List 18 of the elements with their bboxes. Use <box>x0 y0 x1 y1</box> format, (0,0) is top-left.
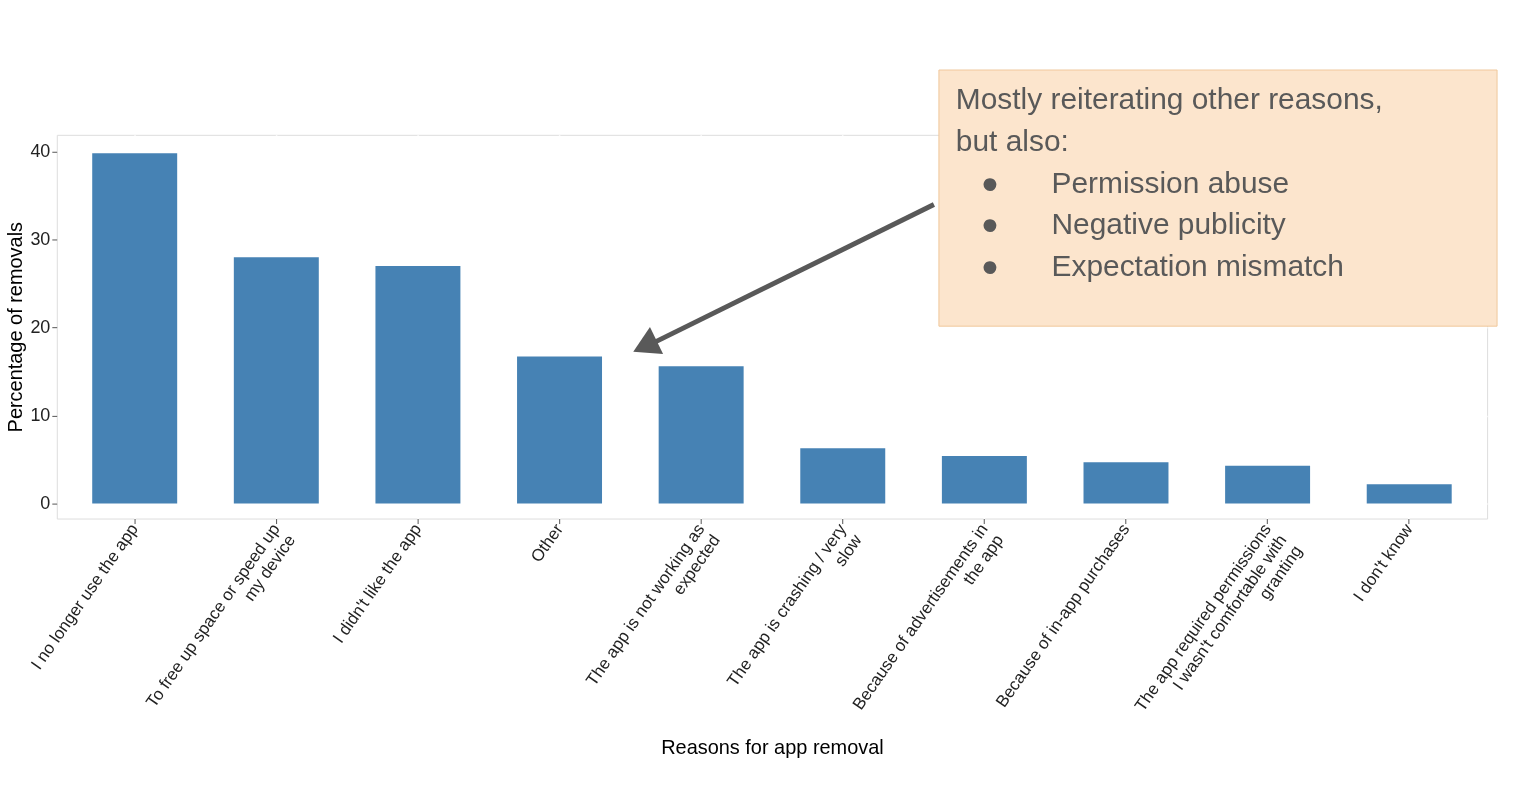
y-tick-label: 30 <box>30 229 51 250</box>
bar <box>941 456 1027 504</box>
y-tick-label: 40 <box>30 141 51 162</box>
y-tick-label: 20 <box>30 317 51 338</box>
bar <box>1225 465 1311 504</box>
bar <box>517 356 603 504</box>
bar <box>800 448 886 504</box>
bar <box>1083 462 1169 504</box>
y-tick-label: 0 <box>40 493 51 514</box>
x-axis-title: Reasons for app removal <box>661 736 884 759</box>
bar <box>375 265 461 504</box>
y-axis-title: Percentage of removals <box>4 221 27 433</box>
bar <box>233 257 319 504</box>
y-tick-label: 10 <box>30 405 51 426</box>
bar <box>92 153 178 504</box>
bar <box>1366 484 1452 504</box>
text: Mostly reiterating other reasons, but also: ● Permission abuse ● Negative publicity ● Expectation mismatch <box>955 81 1383 283</box>
bar <box>658 366 744 504</box>
